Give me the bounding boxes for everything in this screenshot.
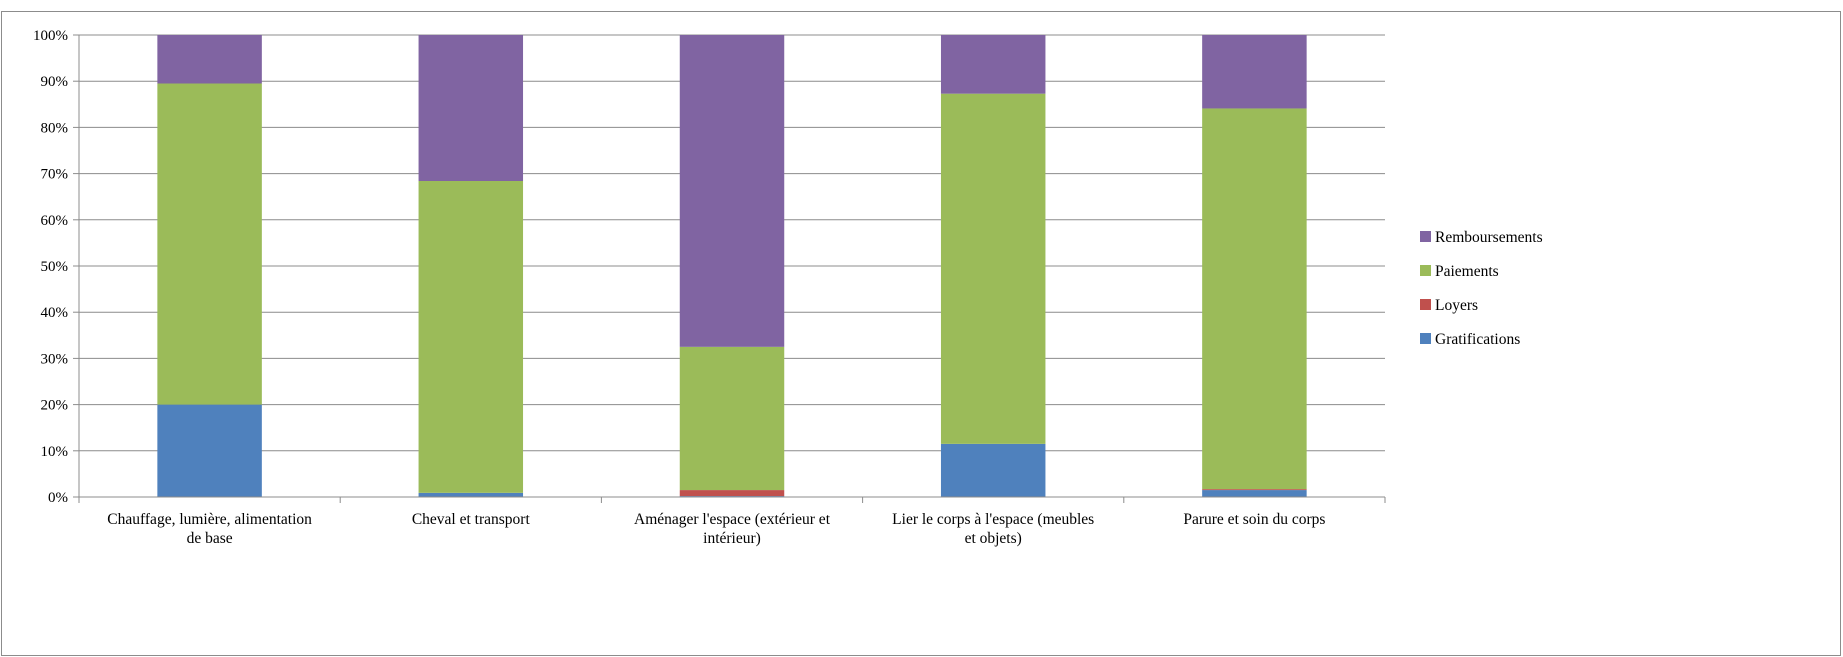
- bar-segment-remboursements: [418, 35, 524, 181]
- y-axis: 0% 10% 20% 30% 40% 50% 60% 70% 80% 90% 100%: [33, 28, 80, 506]
- bar-segment-gratifications: [940, 443, 1046, 497]
- legend-swatch: [1420, 333, 1431, 344]
- bar-segment-remboursements: [157, 35, 262, 84]
- y-tick-label: 50%: [41, 259, 69, 275]
- bars: [157, 35, 1307, 497]
- x-tick-label: Chauffage, lumière, alimentation de base: [107, 511, 312, 547]
- bar-segment-gratifications: [1202, 490, 1307, 497]
- bar-segment-gratifications: [157, 404, 262, 497]
- y-tick-label: 100%: [33, 28, 68, 44]
- y-tick-label: 20%: [41, 398, 69, 414]
- legend-label: Remboursements: [1435, 229, 1543, 246]
- legend-label: Paiements: [1435, 263, 1499, 280]
- x-tick-label: Lier le corps à l'espace (meubles et obje…: [892, 511, 1094, 547]
- y-tick-label: 90%: [41, 74, 69, 90]
- legend: Remboursements Paiements Loyers Gratificati…: [1420, 229, 1543, 348]
- legend-swatch: [1420, 265, 1431, 276]
- bar-segment-remboursements: [1202, 35, 1307, 109]
- y-tick-label: 10%: [41, 444, 69, 460]
- bar-segment-paiements: [418, 180, 524, 493]
- bar-segment-loyers: [679, 490, 785, 497]
- legend-label: Gratifications: [1435, 331, 1520, 348]
- bar-segment-paiements: [940, 93, 1046, 444]
- bar-segment-paiements: [157, 83, 262, 405]
- bar-segment-gratifications: [418, 492, 524, 497]
- x-tick-label: Aménager l'espace (extérieur et intérieur…: [634, 511, 831, 547]
- y-tick-label: 30%: [41, 351, 69, 367]
- bar-segment-loyers: [1202, 489, 1307, 491]
- legend-swatch: [1420, 231, 1431, 242]
- y-tick-label: 60%: [41, 213, 69, 229]
- x-tick-label: Parure et soin du corps: [1183, 511, 1325, 528]
- x-axis: Chauffage, lumière, alimentation de base C…: [78, 496, 1386, 547]
- stacked-bar-chart: 0% 10% 20% 30% 40% 50% 60% 70% 80% 90% 100% Chauff…: [33, 28, 1543, 547]
- bar-segment-remboursements: [940, 35, 1046, 94]
- y-tick-label: 80%: [41, 120, 69, 136]
- bar-segment-remboursements: [679, 35, 785, 347]
- y-tick-label: 40%: [41, 305, 69, 321]
- chart-area: 0% 10% 20% 30% 40% 50% 60% 70% 80% 90% 100% Chauff…: [1, 11, 1841, 656]
- bar-segment-paiements: [679, 346, 785, 491]
- y-tick-label: 70%: [41, 167, 69, 183]
- x-tick-label: Cheval et transport: [412, 511, 531, 528]
- bar-segment-paiements: [1202, 108, 1307, 490]
- legend-swatch: [1420, 299, 1431, 310]
- y-tick-label: 0%: [48, 490, 68, 506]
- legend-label: Loyers: [1435, 297, 1478, 314]
